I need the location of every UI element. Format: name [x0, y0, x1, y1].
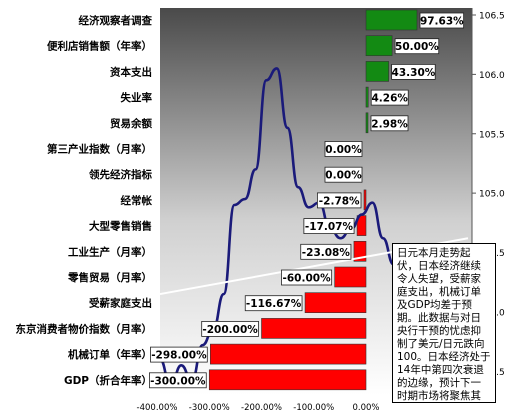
value-label-box	[281, 269, 333, 286]
bar-3	[365, 86, 369, 108]
category-label: 机械订单（年率）	[68, 348, 152, 361]
category-label: 工业生产（月率）	[68, 245, 152, 258]
bar-10	[334, 266, 367, 288]
value-label: 0.00%	[325, 144, 362, 156]
value-label-box	[394, 38, 440, 55]
value-label: 43.30%	[392, 67, 436, 79]
value-label-box	[303, 218, 355, 235]
value-label-box	[201, 320, 259, 337]
value-label-box	[300, 243, 352, 260]
value-label: 2.98%	[371, 118, 408, 130]
value-label: -116.67%	[246, 298, 302, 310]
value-label: 0.00%	[325, 170, 362, 182]
x-tick-label: -300.00%	[189, 403, 230, 413]
x-tick-label: -400.00%	[137, 403, 178, 413]
category-label: 经常帐	[121, 194, 153, 207]
category-label: 贸易余额	[110, 117, 152, 130]
category-label: 失业率	[121, 91, 153, 104]
bar-14	[208, 369, 367, 391]
value-label: 50.00%	[395, 41, 439, 53]
bar-13	[209, 343, 367, 365]
value-label: -23.08%	[302, 247, 351, 259]
y2-tick-label: 105.0	[479, 190, 505, 200]
value-label-box	[324, 166, 363, 183]
x-tick-label: 0.00%	[352, 403, 379, 413]
value-label-box	[244, 295, 303, 312]
category-label: 资本支出	[110, 65, 152, 78]
value-label-box	[419, 12, 465, 29]
value-label-box	[370, 89, 409, 106]
x-tick-label: -200.00%	[241, 403, 282, 413]
value-label-box	[370, 115, 409, 132]
value-label: -300.00%	[150, 375, 206, 387]
category-label: 零售贸易（月率）	[67, 271, 152, 284]
category-label: GDP（折合年率）	[64, 374, 152, 387]
value-label-box	[150, 346, 208, 363]
value-label-box	[316, 192, 362, 209]
bar-11	[304, 292, 367, 314]
commentary-note: 日元本月走势起伏，日本经济继续令人失望，受薪家庭支出，机械订单及GDP均差于预期…	[392, 243, 496, 403]
category-label: 第三产业指数（月率）	[47, 143, 152, 156]
bar-12	[261, 318, 367, 339]
category-label: 受薪家庭支出	[89, 297, 152, 310]
category-label: 东京消费者物价指数（月率）	[16, 322, 153, 335]
value-label: 4.26%	[372, 93, 409, 105]
bar-4	[365, 112, 369, 134]
bar-0	[365, 9, 418, 31]
value-label: -200.00%	[202, 324, 258, 336]
value-label-box	[324, 141, 363, 157]
bar-7	[363, 189, 367, 211]
value-label-box	[391, 64, 436, 80]
value-label: 97.63%	[420, 16, 464, 28]
value-label: -298.00%	[151, 350, 207, 362]
value-label: -2.78%	[319, 195, 360, 207]
y2-tick-label: 105.5	[479, 130, 505, 140]
bar-1	[365, 35, 393, 57]
category-label: 大型零售销售	[89, 220, 152, 233]
y2-tick-label: 106.5	[479, 12, 505, 22]
value-label-box	[149, 372, 207, 389]
bar-2	[365, 61, 389, 82]
category-label: 便利店销售额（年率）	[47, 40, 152, 53]
x-tick-label: -100.00%	[293, 403, 334, 413]
value-label: -17.07%	[305, 221, 354, 233]
y2-tick-label: 106.0	[479, 71, 505, 81]
category-label: 领先经济指标	[89, 168, 152, 181]
value-label: -60.00%	[283, 273, 332, 285]
category-label: 经济观察者调查	[79, 14, 153, 27]
